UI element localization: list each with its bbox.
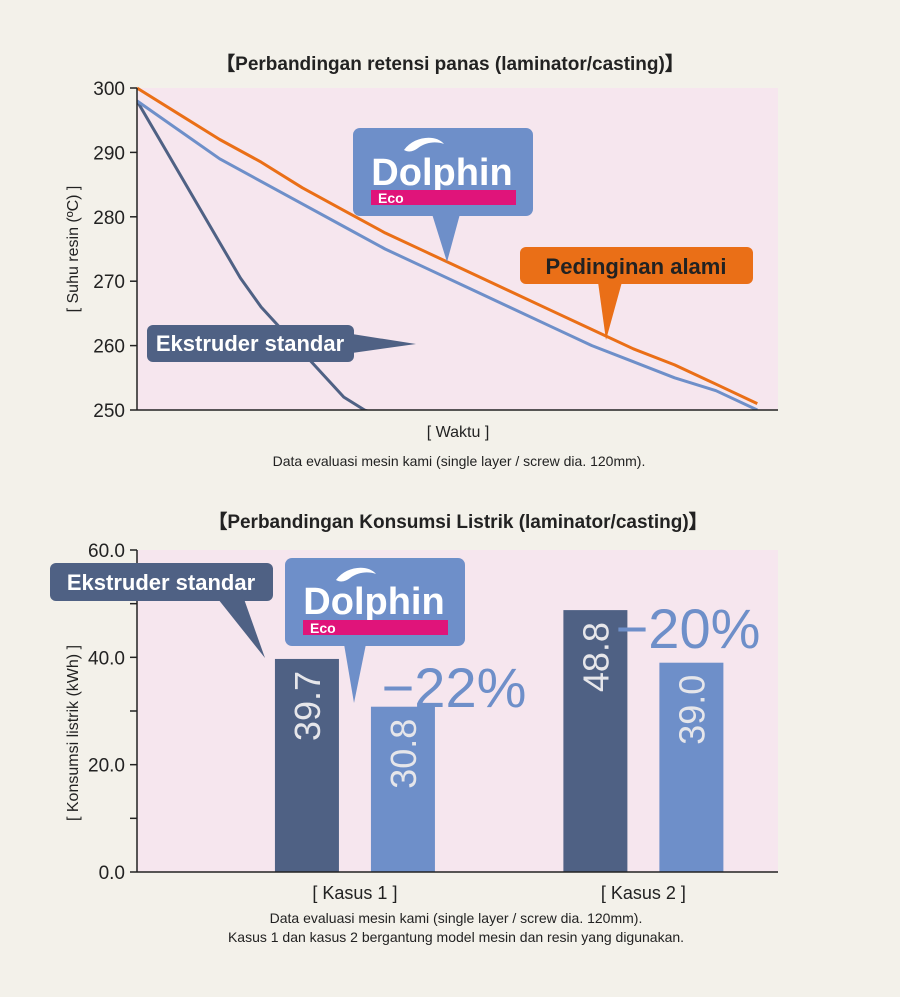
chart2-note-2: Kasus 1 dan kasus 2 bergantung model mes… <box>228 929 684 945</box>
chart1-y-tick-label: 280 <box>93 208 125 229</box>
chart2-callout-dolphin: Dolphin Eco <box>285 558 465 703</box>
chart1-y-tick-label: 250 <box>93 401 125 422</box>
chart2-bars: 39.7 48.8 30.8 39.0 <box>274 610 724 872</box>
chart1-y-tick-label: 300 <box>93 79 125 100</box>
callout-natural-label: Pedinginan alami <box>546 254 727 279</box>
bar-value-label: 39.0 <box>671 675 712 745</box>
callout2-standard-box <box>50 563 273 601</box>
chart2-x-tick-labels: [ Kasus 1 ] [ Kasus 2 ] <box>312 883 685 903</box>
bar-standard-extruder-case1 <box>274 658 339 872</box>
case1-reduction: −22% <box>382 656 527 719</box>
bar-standard-extruder-case2 <box>563 610 628 872</box>
eco-text: Eco <box>378 190 404 206</box>
chart1-y-tick-label: 270 <box>93 272 125 293</box>
dolphin2-logo-text: Dolphin <box>303 581 444 623</box>
chart2-y-tick-labels: 0.0 20.0 40.0 60.0 <box>88 541 137 884</box>
chart1-callout-natural: Pedinginan alami <box>520 247 753 340</box>
power-consumption-chart: 【Perbandingan Konsumsi Listrik (laminato… <box>50 510 778 945</box>
chart1-x-axis-title: [ Waktu ] <box>427 424 490 441</box>
chart1-y-tick-label: 260 <box>93 337 125 358</box>
dolphin-icon-2 <box>336 567 376 582</box>
bar-dolphin-eco-case1 <box>370 706 435 872</box>
chart2-x-tick-label: [ Kasus 2 ] <box>601 883 686 903</box>
chart1-note: Data evaluasi mesin kami (single layer /… <box>273 453 646 469</box>
callout-dolphin-pointer <box>432 214 460 262</box>
chart2-y-tick-label: 60.0 <box>88 541 125 562</box>
callout-standard-pointer <box>352 334 416 353</box>
dolphin-icon <box>404 137 444 152</box>
callout2-standard-label: Ekstruder standar <box>67 570 256 595</box>
chart1-callout-standard: Ekstruder standar <box>147 325 416 362</box>
callout-standard-label: Ekstruder standar <box>156 331 345 356</box>
chart2-y-tick-label: 40.0 <box>88 648 125 669</box>
callout2-standard-pointer <box>218 599 265 658</box>
bar-dolphin-eco-case2 <box>659 662 724 872</box>
chart1-title: 【Perbandingan retensi panas (laminator/c… <box>216 52 684 75</box>
callout-standard-box <box>147 325 354 362</box>
dolphin-logo-text: Dolphin <box>371 152 512 194</box>
bar-value-label: 30.8 <box>383 719 424 789</box>
bar-value-label: 48.8 <box>575 622 616 692</box>
chart2-y-tick-label: 0.0 <box>99 863 125 884</box>
chart2-y-tick-label: 20.0 <box>88 756 125 777</box>
callout-natural-box <box>520 247 753 284</box>
chart2-callout-standard: Ekstruder standar <box>50 563 273 658</box>
case2-reduction: −20% <box>616 597 761 660</box>
callout-natural-pointer <box>598 282 622 340</box>
eco-text-2: Eco <box>310 620 336 636</box>
chart2-x-tick-label: [ Kasus 1 ] <box>312 883 397 903</box>
bar-value-label: 39.7 <box>287 671 328 741</box>
chart1-y-tick-labels: 300 290 280 270 260 250 <box>93 79 137 422</box>
callout2-dolphin-pointer <box>344 644 366 703</box>
line-dolphin-eco <box>137 99 758 410</box>
eco-bar <box>371 190 516 205</box>
line-natural-cooling <box>137 86 758 405</box>
heat-retention-chart: 【Perbandingan retensi panas (laminator/c… <box>65 52 778 469</box>
eco-bar-2 <box>303 620 448 635</box>
chart1-lines <box>137 86 758 410</box>
chart1-y-tick-label: 290 <box>93 143 125 164</box>
line-standard-extruder <box>137 100 370 410</box>
chart2-y-axis-title: [ Konsumsi listrik (kWh) ] <box>65 645 82 821</box>
chart2-note-1: Data evaluasi mesin kami (single layer /… <box>270 910 643 926</box>
chart1-callout-dolphin: Dolphin Eco <box>353 128 533 262</box>
chart2-title: 【Perbandingan Konsumsi Listrik (laminato… <box>208 510 707 533</box>
chart1-y-axis-title: [ Suhu resin (ºC) ] <box>65 186 82 313</box>
